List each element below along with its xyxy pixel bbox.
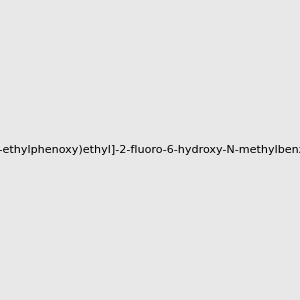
Text: N-[2-(2-ethylphenoxy)ethyl]-2-fluoro-6-hydroxy-N-methylbenzamide: N-[2-(2-ethylphenoxy)ethyl]-2-fluoro-6-h… — [0, 145, 300, 155]
